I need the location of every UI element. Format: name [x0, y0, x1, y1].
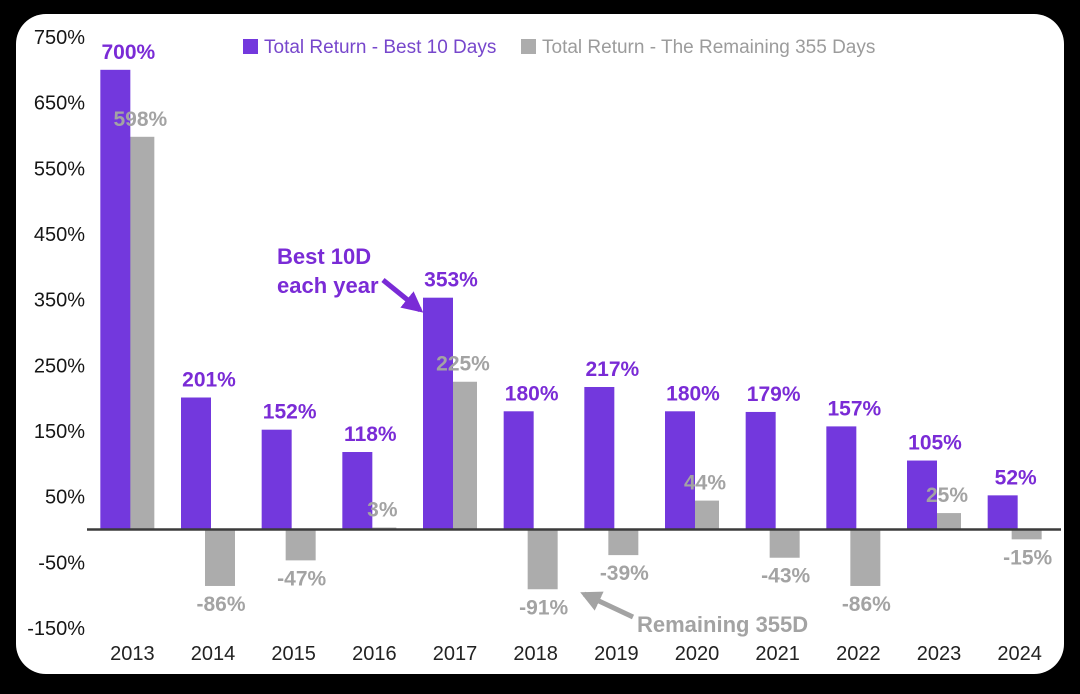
value-label-remaining-355-days-2020: 44%: [684, 472, 726, 495]
bar-best-10-days-2022: [826, 426, 857, 530]
bar-remaining-355-days-2018: [527, 529, 558, 590]
value-label-remaining-355-days-2013: 598%: [113, 108, 167, 131]
x-axis-label-2020: 2020: [675, 643, 720, 665]
value-label-best-10-days-2013: 700%: [101, 41, 155, 64]
bar-remaining-355-days-2022: [850, 529, 881, 586]
annotation-remaining-355d: Remaining 355D: [637, 612, 808, 637]
value-label-best-10-days-2021: 179%: [747, 383, 801, 406]
value-label-best-10-days-2020: 180%: [666, 382, 720, 405]
bar-best-10-days-2024: [987, 495, 1018, 530]
value-label-remaining-355-days-2024: -15%: [1003, 546, 1052, 569]
annotation-arrow-remaining-355d: [580, 591, 635, 620]
value-label-remaining-355-days-2015: -47%: [277, 567, 326, 590]
value-label-remaining-355-days-2014: -86%: [196, 593, 245, 616]
bar-remaining-355-days-2023: [931, 513, 961, 530]
bar-best-10-days-2014: [181, 397, 211, 530]
annotation-best-10d-line2: each year: [277, 273, 379, 298]
y-axis-tick-250: 250%: [34, 355, 85, 377]
value-label-remaining-355-days-2019: -39%: [600, 562, 649, 585]
bars: [100, 69, 1042, 590]
annotations: Best 10D each year Remaining 355D: [277, 244, 808, 637]
bar-best-10-days-2021: [745, 411, 776, 530]
bar-remaining-355-days-2015: [285, 529, 316, 561]
value-label-best-10-days-2016: 118%: [344, 423, 397, 446]
annotation-arrow-best-10d: [381, 278, 424, 313]
y-axis-tick--150: -150%: [27, 618, 85, 640]
x-axis-label-2024: 2024: [997, 643, 1042, 665]
value-label-remaining-355-days-2021: -43%: [761, 565, 810, 588]
value-label-remaining-355-days-2018: -91%: [519, 596, 568, 619]
x-axis-label-2018: 2018: [513, 643, 558, 665]
legend: Total Return - Best 10 Days Total Return…: [243, 37, 875, 58]
x-axis-label-2014: 2014: [191, 643, 236, 665]
bar-best-10-days-2016: [342, 452, 373, 530]
value-label-remaining-355-days-2017: 225%: [436, 353, 490, 376]
value-label-best-10-days-2017: 353%: [424, 269, 478, 292]
legend-label-best-10-days: Total Return - Best 10 Days: [264, 37, 496, 58]
bar-best-10-days-2013: [100, 69, 131, 530]
value-label-best-10-days-2022: 157%: [827, 397, 881, 420]
bar-best-10-days-2018: [503, 411, 534, 530]
x-axis-label-2016: 2016: [352, 643, 397, 665]
value-label-best-10-days-2023: 105%: [908, 432, 962, 455]
bar-best-10-days-2023: [907, 460, 937, 530]
bar-best-10-days-2017: [423, 297, 453, 530]
x-axis-label-2019: 2019: [594, 643, 639, 665]
y-axis-tick-650: 650%: [34, 93, 85, 115]
annotation-best-10d-line1: Best 10D: [277, 244, 371, 269]
value-label-best-10-days-2014: 201%: [182, 369, 236, 392]
bar-remaining-355-days-2024: [1011, 529, 1042, 540]
bar-best-10-days-2015: [261, 429, 292, 530]
y-axis-tick-450: 450%: [34, 224, 85, 246]
y-axis-tick--50: -50%: [38, 552, 85, 574]
legend-swatch-remaining-355-days: [521, 39, 536, 54]
x-axis-label-2022: 2022: [836, 643, 881, 665]
bar-remaining-355-days-2014: [205, 529, 235, 586]
x-axis-label-2013: 2013: [110, 643, 155, 665]
y-axis-tick-550: 550%: [34, 158, 85, 180]
bar-best-10-days-2019: [584, 386, 615, 530]
value-label-remaining-355-days-2022: -86%: [842, 593, 891, 616]
legend-swatch-best-10-days: [243, 39, 258, 54]
value-label-remaining-355-days-2016: 3%: [367, 499, 398, 522]
x-axis-label-2021: 2021: [755, 643, 800, 665]
y-axis-tick-150: 150%: [34, 421, 85, 443]
y-axis-tick-50: 50%: [45, 487, 85, 509]
x-axis-label-2017: 2017: [433, 643, 478, 665]
value-label-remaining-355-days-2023: 25%: [926, 484, 968, 507]
bar-remaining-355-days-2019: [608, 529, 639, 556]
value-labels: 700% 598% 201% -86% 152% -47% 118% 3% 353% 225% 18…: [101, 41, 1052, 619]
legend-label-remaining-355-days: Total Return - The Remaining 355 Days: [542, 37, 875, 58]
y-axis-tick-350: 350%: [34, 290, 85, 312]
axes: 2013 2014 2015 2016 2017 2018 2019 2020 2021 2022…: [27, 27, 1061, 665]
value-label-best-10-days-2018: 180%: [505, 382, 559, 405]
x-axis-label-2015: 2015: [271, 643, 316, 665]
y-axis-tick-750: 750%: [34, 27, 85, 49]
value-label-best-10-days-2019: 217%: [585, 358, 639, 381]
value-label-best-10-days-2015: 152%: [263, 401, 317, 424]
value-label-best-10-days-2024: 52%: [995, 466, 1037, 489]
bar-remaining-355-days-2021: [769, 529, 800, 558]
x-axis-label-2023: 2023: [917, 643, 962, 665]
bar-best-10-days-2020: [665, 411, 695, 530]
